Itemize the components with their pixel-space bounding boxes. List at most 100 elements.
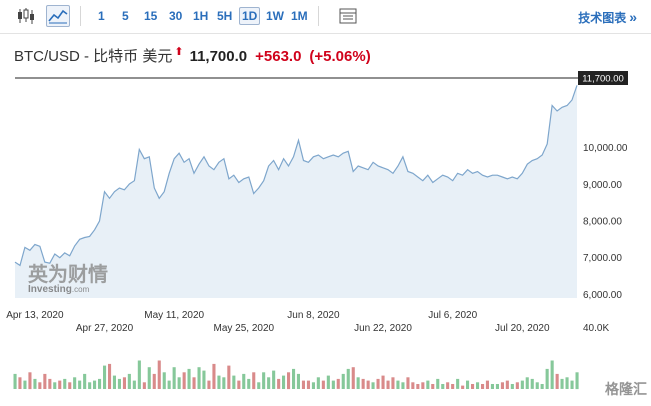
volume-bar xyxy=(202,370,206,389)
volume-bar xyxy=(386,380,390,389)
table-view-icon[interactable] xyxy=(336,5,360,27)
volume-bar xyxy=(346,368,350,389)
volume-bar xyxy=(560,378,564,389)
volume-bar xyxy=(18,377,22,389)
volume-bar xyxy=(490,384,494,389)
volume-bar xyxy=(540,384,544,389)
timeframe-1h[interactable]: 1H xyxy=(193,9,209,23)
volume-bar xyxy=(23,380,27,389)
volume-bar xyxy=(33,378,37,389)
volume-bar xyxy=(451,384,455,389)
volume-bar xyxy=(336,378,340,389)
investing-watermark: 英为财情 Investing.com xyxy=(28,258,108,295)
volume-bar xyxy=(88,382,92,389)
volume-bar xyxy=(316,377,320,389)
toolbar-divider xyxy=(80,6,81,26)
timeframe-5h[interactable]: 5H xyxy=(217,9,233,23)
volume-bar xyxy=(53,382,57,389)
x-tick-label: Apr 27, 2020 xyxy=(76,323,134,334)
volume-bar xyxy=(63,378,67,389)
volume-bar xyxy=(500,382,504,389)
volume-bar xyxy=(326,375,330,389)
volume-bar xyxy=(277,378,281,389)
tech-chart-label: 技术图表 xyxy=(578,11,627,25)
volume-axis-label: 40.0K xyxy=(583,323,609,334)
volume-bar xyxy=(535,382,539,389)
volume-bar xyxy=(301,380,305,389)
volume-bar xyxy=(485,380,489,389)
price-area-fill xyxy=(15,85,577,298)
area-chart-icon[interactable] xyxy=(46,5,70,27)
volume-bar xyxy=(396,380,400,389)
volume-bar xyxy=(13,373,17,389)
y-tick-label: 6,000.00 xyxy=(583,290,622,301)
volume-bar xyxy=(431,384,435,389)
volume-bar xyxy=(137,360,141,389)
current-price: 11,700.0 xyxy=(189,48,248,65)
timeframe-1w[interactable]: 1W xyxy=(266,9,284,23)
x-tick-label: May 11, 2020 xyxy=(144,310,204,321)
x-tick-label: Jul 6, 2020 xyxy=(428,310,477,321)
x-tick-label: May 25, 2020 xyxy=(213,323,274,334)
volume-bar xyxy=(356,377,360,389)
volume-bar xyxy=(272,370,276,389)
volume-bar xyxy=(187,368,191,389)
volume-bar xyxy=(376,378,380,389)
volume-bar xyxy=(441,384,445,389)
volume-bar xyxy=(172,367,176,389)
volume-bar xyxy=(177,377,181,389)
volume-bar xyxy=(222,377,226,389)
volume-bar xyxy=(481,384,485,389)
volume-bar xyxy=(456,378,460,389)
tech-chart-link[interactable]: 技术图表» xyxy=(578,9,637,26)
volume-bar xyxy=(38,382,42,389)
y-tick-label: 10,000.00 xyxy=(583,143,628,154)
volume-bar xyxy=(112,375,116,389)
volume-bar xyxy=(391,377,395,389)
volume-bar xyxy=(306,380,310,389)
volume-bar xyxy=(212,363,216,389)
volume-bar xyxy=(157,360,161,389)
timeframe-5min[interactable]: 5 xyxy=(122,9,129,23)
volume-bar xyxy=(83,373,87,389)
chart-toolbar: 1 5 15 30 1H 5H 1D 1W 1M 技术图表» xyxy=(0,0,651,34)
volume-bar xyxy=(505,380,509,389)
timeframe-1m[interactable]: 1M xyxy=(291,9,308,23)
volume-bar xyxy=(366,380,370,389)
volume-bar xyxy=(575,372,579,390)
volume-bar xyxy=(296,373,300,389)
volume-bar xyxy=(152,373,156,389)
volume-bar xyxy=(132,380,136,389)
volume-bar xyxy=(73,377,77,389)
volume-bar xyxy=(321,380,325,389)
volume-bar xyxy=(237,380,241,389)
volume-bar xyxy=(287,372,291,390)
toolbar-divider xyxy=(318,6,319,26)
timeframe-1d[interactable]: 1D xyxy=(239,7,261,25)
volume-bar xyxy=(48,378,52,389)
volume-bar xyxy=(570,380,574,389)
volume-bar xyxy=(242,373,246,389)
volume-bar xyxy=(406,377,410,389)
candlestick-chart-icon[interactable] xyxy=(14,5,38,27)
volume-bar xyxy=(515,382,519,389)
volume-bar xyxy=(446,382,450,389)
symbol-name: BTC/USD - 比特币 美元 xyxy=(14,48,173,65)
volume-bar xyxy=(257,382,261,389)
timeframe-15min[interactable]: 15 xyxy=(144,9,158,23)
volume-bar xyxy=(371,382,375,389)
volume-bar xyxy=(565,377,569,389)
y-tick-label: 9,000.00 xyxy=(583,180,622,191)
volume-bar xyxy=(476,382,480,389)
current-price-label-bg xyxy=(578,71,628,85)
x-tick-label: Jun 22, 2020 xyxy=(354,323,412,334)
volume-bar xyxy=(351,367,355,389)
volume-bar xyxy=(167,380,171,389)
timeframe-30min[interactable]: 30 xyxy=(169,9,183,23)
volume-bar xyxy=(98,378,102,389)
double-chevron-right-icon: » xyxy=(629,9,637,25)
volume-bar xyxy=(78,380,82,389)
timeframe-1min[interactable]: 1 xyxy=(98,9,105,23)
watermark-investing-text: Investing.com xyxy=(28,284,90,295)
